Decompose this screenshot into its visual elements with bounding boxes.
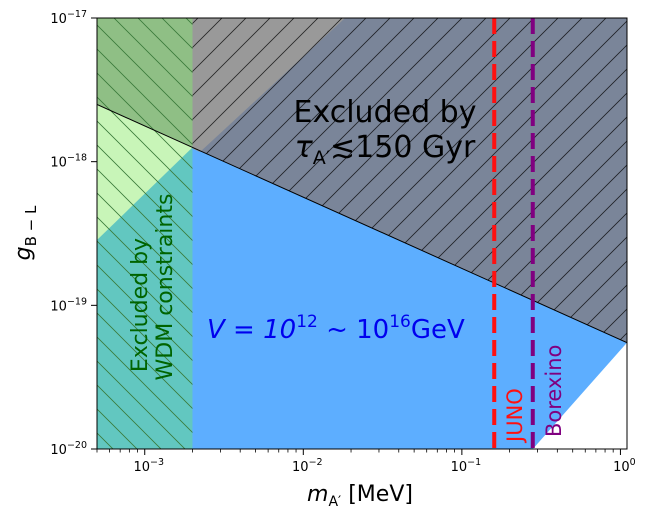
x-tick-label: 10−1	[451, 457, 482, 475]
vev-band-region	[97, 104, 627, 449]
y-tick-label: 10−18	[50, 153, 87, 171]
x-tick-label: 10−3	[133, 457, 164, 475]
borexino-label: Borexino	[542, 345, 566, 437]
wdm-label-line2: WDM constraints	[153, 194, 178, 381]
x-axis-title: mA′ [MeV]	[307, 482, 413, 506]
axis-ticks: 10−3 10−2 10−1 100 10−20 10−19 10−18 10−17	[50, 9, 635, 475]
y-tick-label: 10−20	[50, 440, 87, 458]
lifetime-boundary-line	[97, 104, 627, 344]
x-tick-label: 100	[613, 457, 636, 475]
y-tick-label: 10−19	[50, 296, 87, 314]
lifetime-label-line1: Excluded by	[294, 95, 477, 130]
lifetime-label-line2: τA′≲150 Gyr	[295, 130, 476, 169]
vev-band-label: V = 1012 ~ 1016GeV	[207, 312, 465, 345]
y-tick-label: 10−17	[50, 9, 87, 27]
wdm-hatch	[97, 18, 193, 449]
plot-frame	[96, 17, 628, 450]
wdm-label-line1: Excluded by	[128, 238, 153, 372]
x-tick-label: 10−2	[292, 457, 323, 475]
y-axis-title: gB − L	[11, 205, 40, 260]
juno-label: JUNO	[503, 388, 527, 444]
